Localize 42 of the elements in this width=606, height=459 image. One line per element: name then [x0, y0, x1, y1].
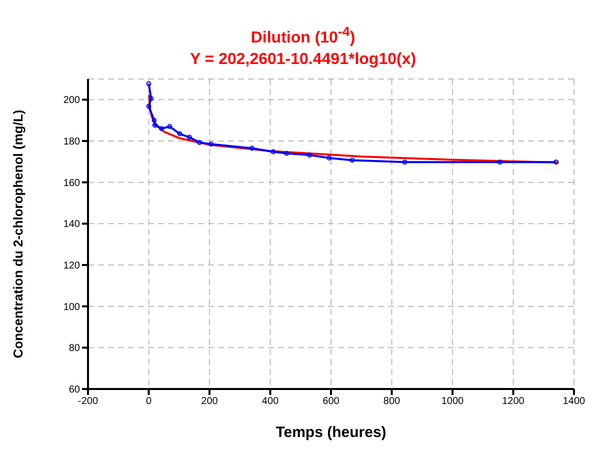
point: [250, 146, 255, 152]
x-axis-title: Temps (heures): [276, 424, 386, 442]
y-tick-label: 180: [63, 136, 80, 148]
x-tick-label: 600: [322, 396, 340, 408]
point: [554, 160, 559, 165]
y-tick-label: 60: [68, 384, 80, 396]
x-tick-label: 1400: [562, 396, 586, 408]
x-tick-label: 200: [201, 396, 218, 408]
chart-subtitle: Y = 202,2601-10.4491*log10(x): [188, 51, 418, 70]
point: [167, 124, 172, 130]
point: [152, 123, 158, 128]
point: [284, 151, 290, 156]
y-tick-label: 140: [63, 220, 80, 231]
point: [326, 156, 332, 161]
chart-title: Dilution (10$^{-4}$): [250, 24, 356, 48]
point: [402, 160, 408, 165]
point: [196, 140, 202, 146]
point: [152, 118, 157, 124]
y-tick-label: 120: [63, 260, 80, 272]
x-tick-label: -200: [78, 396, 98, 408]
x-tick-label: 400: [262, 396, 280, 408]
x-tick-label: 1200: [502, 396, 525, 408]
y-tick-label: 100: [63, 302, 80, 314]
point: [306, 152, 312, 158]
y-axis-title: Concentration du 2-chlorophenol (mg/L): [10, 110, 26, 359]
y-tick-label: 160: [63, 178, 80, 190]
y-tick-label: 80: [68, 344, 80, 355]
point: [497, 160, 502, 165]
point: [350, 158, 355, 164]
point: [270, 150, 276, 155]
point: [186, 135, 192, 140]
point: [208, 142, 214, 147]
x-tick-label: 1000: [441, 396, 464, 408]
point: [146, 104, 152, 110]
point: [146, 82, 152, 87]
x-tick-label: 800: [383, 396, 401, 408]
y-tick-label: 200: [63, 96, 80, 107]
point: [159, 126, 164, 132]
point: [148, 96, 154, 102]
point: [177, 132, 182, 137]
line-series: [148, 94, 560, 164]
x-tick-label: 0: [146, 396, 152, 408]
